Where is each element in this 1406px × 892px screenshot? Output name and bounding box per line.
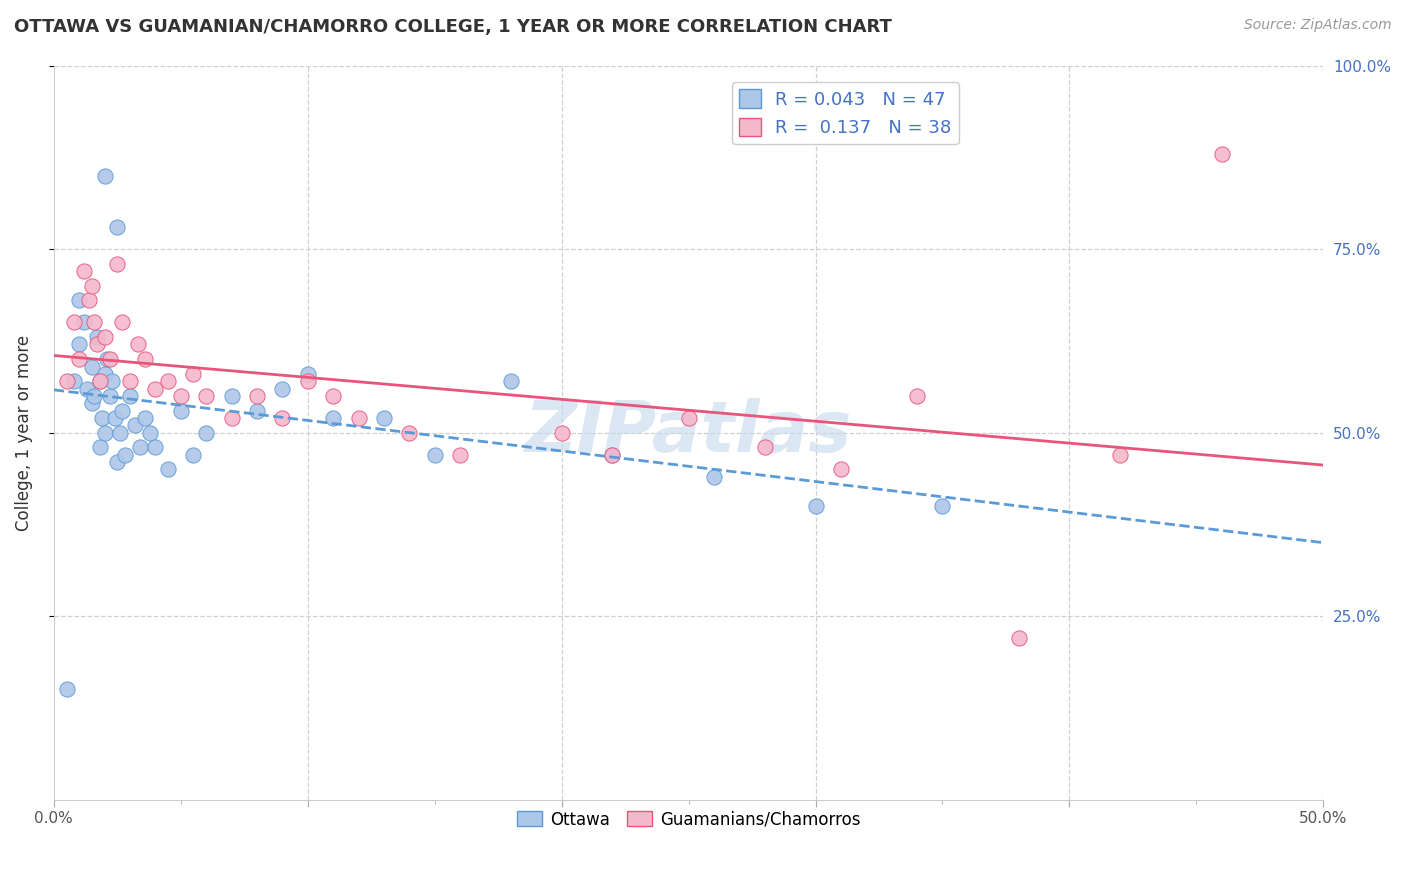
Point [93, 367, 115, 381]
Point [195, 389, 218, 403]
Point [104, 410, 127, 425]
Point [297, 374, 319, 388]
Point [221, 410, 243, 425]
Point [127, 337, 149, 351]
Point [449, 448, 471, 462]
Point [80, 396, 103, 410]
Point [271, 382, 294, 396]
Point [93, 425, 115, 440]
Point [139, 425, 162, 440]
Point [195, 425, 218, 440]
Point [499, 374, 522, 388]
Point [905, 389, 928, 403]
Point [246, 389, 269, 403]
Point [145, 382, 167, 396]
Point [271, 410, 294, 425]
Point [67, 337, 90, 351]
Point [398, 425, 420, 440]
Point [124, 418, 146, 433]
Text: ZIPatlas: ZIPatlas [524, 398, 852, 467]
Point [101, 374, 124, 388]
Point [931, 499, 953, 513]
Point [347, 410, 370, 425]
Point [98, 352, 121, 367]
Point [157, 374, 180, 388]
Point [703, 469, 725, 483]
Point [111, 403, 134, 417]
Point [157, 462, 180, 476]
Point [134, 352, 156, 367]
Point [105, 257, 128, 271]
Y-axis label: College, 1 year or more: College, 1 year or more [15, 334, 32, 531]
Point [830, 462, 852, 476]
Point [73, 264, 96, 278]
Point [322, 410, 344, 425]
Point [118, 389, 141, 403]
Point [93, 169, 115, 183]
Point [804, 499, 827, 513]
Point [129, 440, 152, 454]
Point [55, 374, 77, 388]
Point [373, 410, 395, 425]
Point [754, 440, 776, 454]
Point [170, 403, 193, 417]
Point [297, 367, 319, 381]
Text: Source: ZipAtlas.com: Source: ZipAtlas.com [1244, 18, 1392, 32]
Point [98, 389, 121, 403]
Point [134, 410, 156, 425]
Point [67, 293, 90, 308]
Point [80, 359, 103, 374]
Point [63, 374, 86, 388]
Point [183, 448, 205, 462]
Point [221, 389, 243, 403]
Point [246, 403, 269, 417]
Point [145, 440, 167, 454]
Point [183, 367, 205, 381]
Point [105, 455, 128, 469]
Point [114, 448, 136, 462]
Point [89, 374, 111, 388]
Point [86, 337, 108, 351]
Point [170, 389, 193, 403]
Point [55, 682, 77, 697]
Point [105, 220, 128, 235]
Point [73, 316, 96, 330]
Point [86, 330, 108, 344]
Point [67, 352, 90, 367]
Point [83, 316, 105, 330]
Point [678, 410, 700, 425]
Point [1007, 631, 1029, 645]
Point [602, 448, 624, 462]
Point [602, 448, 624, 462]
Point [76, 382, 98, 396]
Point [550, 425, 572, 440]
Point [118, 374, 141, 388]
Point [322, 389, 344, 403]
Point [89, 440, 111, 454]
Point [1109, 448, 1132, 462]
Point [108, 425, 131, 440]
Point [63, 316, 86, 330]
Point [96, 352, 118, 367]
Point [80, 278, 103, 293]
Point [91, 410, 114, 425]
Point [423, 448, 446, 462]
Point [111, 316, 134, 330]
Point [1211, 146, 1233, 161]
Point [89, 374, 111, 388]
Point [93, 330, 115, 344]
Point [79, 293, 101, 308]
Legend: Ottawa, Guamanians/Chamorros: Ottawa, Guamanians/Chamorros [510, 804, 868, 835]
Point [83, 389, 105, 403]
Text: OTTAWA VS GUAMANIAN/CHAMORRO COLLEGE, 1 YEAR OR MORE CORRELATION CHART: OTTAWA VS GUAMANIAN/CHAMORRO COLLEGE, 1 … [14, 18, 891, 36]
